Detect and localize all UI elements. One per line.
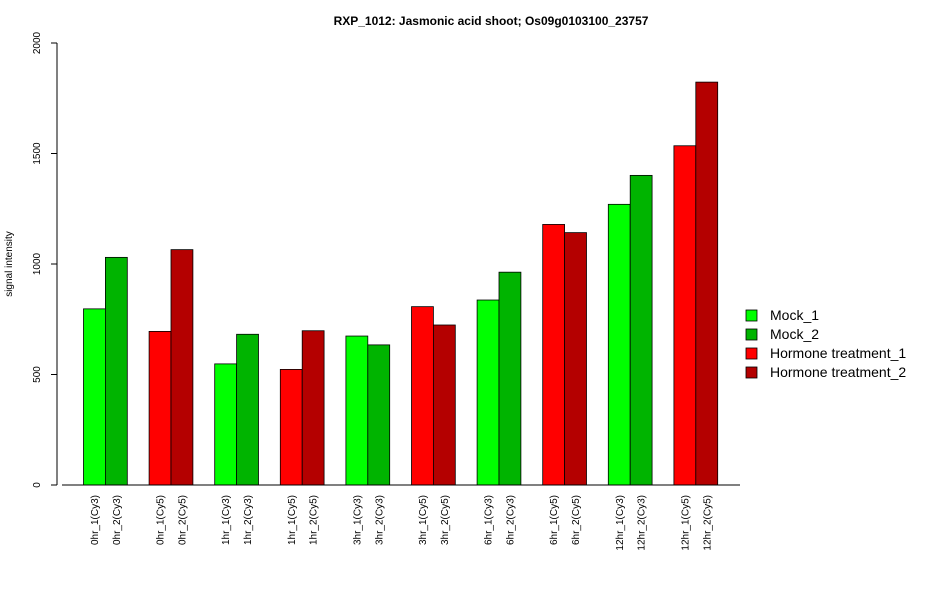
legend-label: Hormone treatment_1: [770, 345, 906, 361]
bar: [83, 308, 106, 486]
legend-label: Hormone treatment_2: [770, 364, 906, 380]
bar: [695, 81, 719, 486]
bar: [673, 145, 697, 486]
legend-label: Mock_1: [770, 307, 819, 323]
y-tick-label: 2000: [32, 31, 43, 54]
x-tick-label: 1hr_1(Cy3): [221, 495, 232, 545]
bar: [214, 363, 237, 486]
x-tick-label: 6hr_1(Cy3): [484, 495, 495, 545]
bar: [476, 299, 500, 486]
bar: [411, 306, 434, 486]
y-axis-label: signal intensity: [4, 231, 15, 297]
y-tick-label: 500: [32, 366, 43, 383]
y-axis: 0 500 1000 1500 2000: [32, 31, 58, 488]
x-tick-label: 3hr_2(Cy3): [374, 495, 385, 545]
chart-title: RXP_1012: Jasmonic acid shoot; Os09g0103…: [334, 14, 649, 28]
x-tick-label: 12hr_2(Cy5): [702, 495, 713, 551]
bar: [542, 224, 566, 486]
bar: [367, 344, 391, 486]
legend: Mock_1 Mock_2 Hormone treatment_1 Hormone t…: [745, 307, 906, 380]
x-tick-label: 1hr_1(Cy5): [287, 495, 298, 545]
bar: [498, 271, 522, 486]
x-tick-label: 6hr_1(Cy5): [549, 495, 560, 545]
bar: [170, 249, 194, 486]
bar: [279, 369, 303, 486]
x-tick-label: 6hr_2(Cy3): [505, 495, 516, 545]
bar: [105, 256, 128, 486]
x-tick-label: 6hr_2(Cy5): [571, 495, 582, 545]
x-tick-label: 12hr_1(Cy5): [680, 495, 691, 551]
x-tick-label: 1hr_2(Cy3): [243, 495, 254, 545]
bar: [148, 331, 172, 486]
y-tick-label: 0: [32, 482, 43, 488]
bar: [564, 232, 587, 486]
x-tick-label: 0hr_2(Cy3): [112, 495, 123, 545]
x-tick-label: 0hr_1(Cy3): [90, 495, 101, 545]
bars: [83, 81, 719, 486]
x-tick-label: 12hr_2(Cy3): [637, 495, 648, 551]
bar: [629, 174, 653, 486]
x-axis: 0hr_1(Cy3) 0hr_2(Cy3) 0hr_1(Cy5) 0hr_2(Cy5)…: [62, 484, 740, 551]
legend-swatch: [745, 328, 758, 341]
y-tick-label: 1000: [32, 252, 43, 275]
y-tick-label: 1500: [32, 142, 43, 165]
legend-swatch: [745, 347, 758, 360]
x-tick-label: 0hr_2(Cy5): [177, 495, 188, 545]
x-tick-label: 3hr_2(Cy5): [440, 495, 451, 545]
legend-swatch: [745, 366, 758, 379]
legend-swatch: [745, 309, 758, 322]
bar: [236, 333, 259, 486]
bar: [432, 324, 456, 486]
x-tick-label: 0hr_1(Cy5): [156, 495, 167, 545]
x-tick-label: 12hr_1(Cy3): [615, 495, 626, 551]
bar: [345, 335, 369, 486]
x-tick-label: 3hr_1(Cy5): [418, 495, 429, 545]
x-tick-label: 3hr_1(Cy3): [352, 495, 363, 545]
legend-label: Mock_2: [770, 326, 819, 342]
bar: [607, 203, 631, 486]
x-tick-label: 1hr_2(Cy5): [309, 495, 320, 545]
bar: [301, 330, 325, 486]
